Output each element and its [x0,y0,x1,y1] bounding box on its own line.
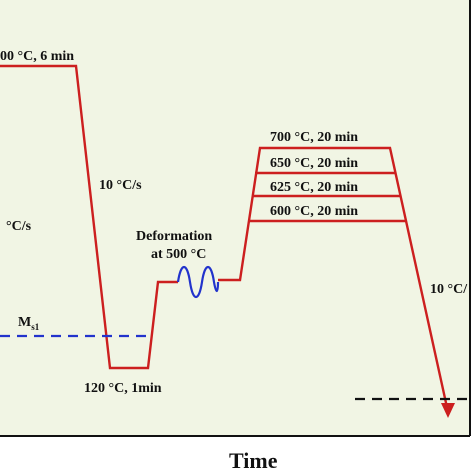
post-deformation-line [218,146,450,413]
cool-rate-mid-label: 10 °C/s [99,178,142,193]
partition-650-label: 650 °C, 20 min [270,156,358,171]
austenitize-label: 00 °C, 6 min [0,49,74,64]
ms1-main: M [18,315,31,330]
deformation-label-line1: Deformation [136,229,212,244]
partition-625-label: 625 °C, 20 min [270,180,358,195]
partition-700-label: 700 °C, 20 min [270,130,358,145]
x-axis-title: Time [229,448,278,473]
ms1-label: Ms1 [18,315,40,332]
cool-rate-left-label: °C/s [6,219,32,234]
quench-hold-label: 120 °C, 1min [84,381,162,396]
cooling-arrow-head [441,403,455,418]
diagram-panel [0,0,470,436]
partition-600-label: 600 °C, 20 min [270,204,358,219]
ms1-subscript: s1 [31,322,40,332]
deformation-label-line2: at 500 °C [151,247,206,262]
cool-rate-right-label: 10 °C/ [430,282,468,297]
deformation-coil [176,265,220,299]
temperature-profile-line [0,64,178,370]
